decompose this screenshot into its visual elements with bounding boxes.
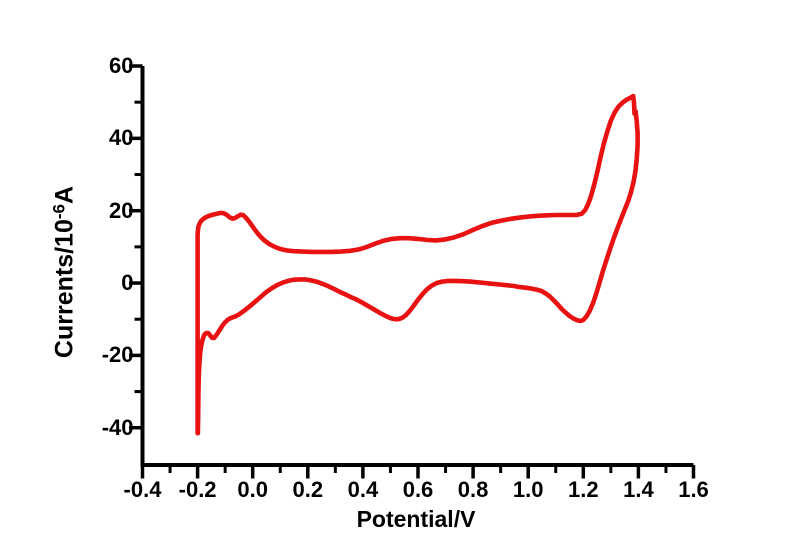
- x-tick-label: 1.0: [512, 477, 544, 502]
- x-tick-label: 0.6: [402, 477, 434, 502]
- y-tick-label: 60: [109, 53, 134, 78]
- y-tick-label: -40: [101, 414, 134, 440]
- y-tick-label: 40: [109, 125, 134, 151]
- x-tick-label: 0.4: [347, 477, 379, 502]
- y-axis-title-exponent: -6: [49, 203, 69, 220]
- y-axis-title-suffix: A: [50, 185, 79, 204]
- x-tick-label: -0.4: [123, 477, 162, 502]
- x-tick-label: -0.2: [178, 477, 217, 502]
- y-axis-title-prefix: Currents/10: [50, 219, 79, 359]
- x-axis-title: Potential/V: [356, 506, 476, 532]
- x-tick-label: 1.2: [568, 477, 599, 502]
- x-tick-label: 1.6: [678, 477, 709, 502]
- x-tick-label: 0.8: [457, 477, 489, 502]
- x-tick-label: 0.2: [292, 477, 324, 502]
- cv-curve: [195, 93, 640, 436]
- x-tick-label: 1.4: [623, 477, 654, 502]
- y-tick-label: -20: [101, 342, 134, 368]
- y-axis-title: Currents/10-6A: [49, 185, 79, 359]
- y-tick-label: 20: [109, 197, 134, 223]
- y-tick-label: 0: [121, 270, 134, 296]
- x-tick-label: 0.0: [237, 477, 268, 502]
